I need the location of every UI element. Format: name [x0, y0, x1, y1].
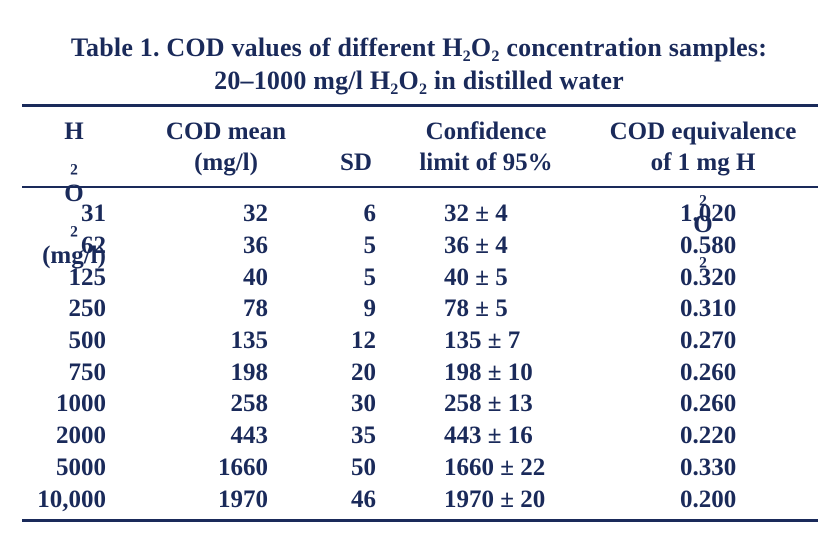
- cell-confidence: 135 ± 7: [444, 327, 521, 355]
- table-row: 500 135 12 135 ± 7 0.270: [22, 325, 818, 357]
- caption-line-1: Table 1. COD values of different H2O2 co…: [0, 33, 838, 65]
- cell-sd: 5: [363, 232, 377, 260]
- cell-sd: 9: [363, 295, 377, 323]
- table-row: 750 198 20 198 ± 10 0.260: [22, 356, 818, 388]
- caption-text: O: [398, 66, 419, 95]
- cell-cod-mean: 32: [243, 200, 268, 228]
- header-equivalence-line-1: COD equivalence: [609, 118, 797, 145]
- cell-sd: 50: [351, 453, 376, 481]
- cell-cod-mean: 443: [230, 422, 269, 450]
- cell-cod-mean: 258: [230, 390, 269, 418]
- cell-h2o2: 62: [81, 232, 106, 260]
- cell-h2o2: 5000: [56, 453, 106, 481]
- caption-text: in distilled water: [427, 66, 624, 95]
- header-subscript: 2: [70, 161, 78, 179]
- cell-equivalence: 0.260: [680, 358, 737, 386]
- table-row: 1000 258 30 258 ± 13 0.260: [22, 388, 818, 420]
- caption-subscript: 2: [462, 47, 471, 65]
- header-sd: SD: [318, 147, 394, 178]
- cell-sd: 35: [351, 422, 376, 450]
- cell-confidence: 1970 ± 20: [444, 485, 546, 513]
- header-sd-label: SD: [340, 149, 372, 176]
- table-row: 125 40 5 40 ± 5 0.320: [22, 261, 818, 293]
- cell-cod-mean: 36: [243, 232, 268, 260]
- cell-h2o2: 10,000: [37, 485, 106, 513]
- table-row: 250 78 9 78 ± 5 0.310: [22, 293, 818, 325]
- cell-sd: 46: [351, 485, 376, 513]
- cell-h2o2: 31: [81, 200, 106, 228]
- cell-sd: 5: [363, 263, 377, 291]
- header-text: of 1 mg H: [650, 149, 756, 176]
- caption-text: concentration samples:: [499, 33, 768, 62]
- cell-h2o2: 125: [68, 263, 107, 291]
- cell-equivalence: 0.260: [680, 390, 737, 418]
- caption-text: Table 1. COD values of different H: [70, 33, 463, 62]
- cell-sd: 12: [351, 327, 376, 355]
- cell-h2o2: 500: [68, 327, 107, 355]
- cell-confidence: 78 ± 5: [444, 295, 508, 323]
- cell-sd: 6: [363, 200, 377, 228]
- table-row: 2000 443 35 443 ± 16 0.220: [22, 420, 818, 452]
- cell-confidence: 32 ± 4: [444, 200, 508, 228]
- header-h2o2-unit: (mg/l): [42, 242, 106, 269]
- caption-text: 20–1000 mg/l H: [214, 66, 391, 95]
- cell-confidence: 40 ± 5: [444, 263, 508, 291]
- cell-h2o2: 2000: [56, 422, 106, 450]
- table-row: 10,000 1970 46 1970 ± 20 0.200: [22, 483, 818, 515]
- caption-line-2: 20–1000 mg/l H2O2 in distilled water: [0, 66, 838, 98]
- table-row: 62 36 5 36 ± 4 0.580: [22, 230, 818, 262]
- header-text: O: [693, 211, 713, 238]
- data-table: 31 32 6 32 ± 4 1.020 62 36 5 36 ± 4 0.58…: [22, 198, 818, 515]
- cell-h2o2: 1000: [56, 390, 106, 418]
- header-cod-mean-unit: (mg/l): [194, 149, 258, 176]
- cell-equivalence: 1.020: [680, 200, 737, 228]
- bottom-rule: [22, 519, 818, 522]
- caption-subscript: 2: [418, 80, 428, 98]
- header-subscript: 2: [699, 254, 707, 272]
- cell-equivalence: 0.270: [680, 327, 737, 355]
- header-cod-mean-label: COD mean: [165, 118, 287, 145]
- header-confidence-line-2: limit of 95%: [419, 149, 553, 176]
- cell-cod-mean: 1660: [218, 453, 268, 481]
- cell-equivalence: 0.580: [680, 232, 737, 260]
- header-text: H: [64, 118, 84, 145]
- caption-subscript: 2: [491, 47, 500, 65]
- cell-cod-mean: 78: [243, 295, 268, 323]
- cell-confidence: 258 ± 13: [444, 390, 533, 418]
- cell-sd: 30: [351, 390, 376, 418]
- cell-confidence: 36 ± 4: [444, 232, 508, 260]
- cell-sd: 20: [351, 358, 376, 386]
- cell-cod-mean: 198: [230, 358, 269, 386]
- cell-confidence: 1660 ± 22: [444, 453, 546, 481]
- cell-confidence: 443 ± 16: [444, 422, 533, 450]
- top-rule: [22, 104, 818, 107]
- table-row: 31 32 6 32 ± 4 1.020: [22, 198, 818, 230]
- cell-equivalence: 0.320: [680, 263, 737, 291]
- header-subscript: 2: [70, 223, 78, 241]
- header-rule: [22, 186, 818, 188]
- header-confidence: Confidence limit of 95%: [400, 116, 572, 178]
- caption-text: O: [470, 33, 492, 62]
- header-subscript: 2: [699, 192, 707, 210]
- cell-equivalence: 0.200: [680, 485, 737, 513]
- header-cod-mean: COD mean (mg/l): [150, 116, 302, 178]
- cell-equivalence: 0.310: [680, 295, 737, 323]
- cell-equivalence: 0.330: [680, 453, 737, 481]
- header-confidence-line-1: Confidence: [425, 118, 547, 145]
- cell-h2o2: 750: [68, 358, 107, 386]
- table-row: 5000 1660 50 1660 ± 22 0.330: [22, 452, 818, 484]
- cell-cod-mean: 135: [230, 327, 269, 355]
- cell-h2o2: 250: [68, 295, 107, 323]
- cell-confidence: 198 ± 10: [444, 358, 533, 386]
- cell-cod-mean: 1970: [218, 485, 268, 513]
- cell-cod-mean: 40: [243, 263, 268, 291]
- caption-subscript: 2: [390, 80, 399, 98]
- cell-equivalence: 0.220: [680, 422, 737, 450]
